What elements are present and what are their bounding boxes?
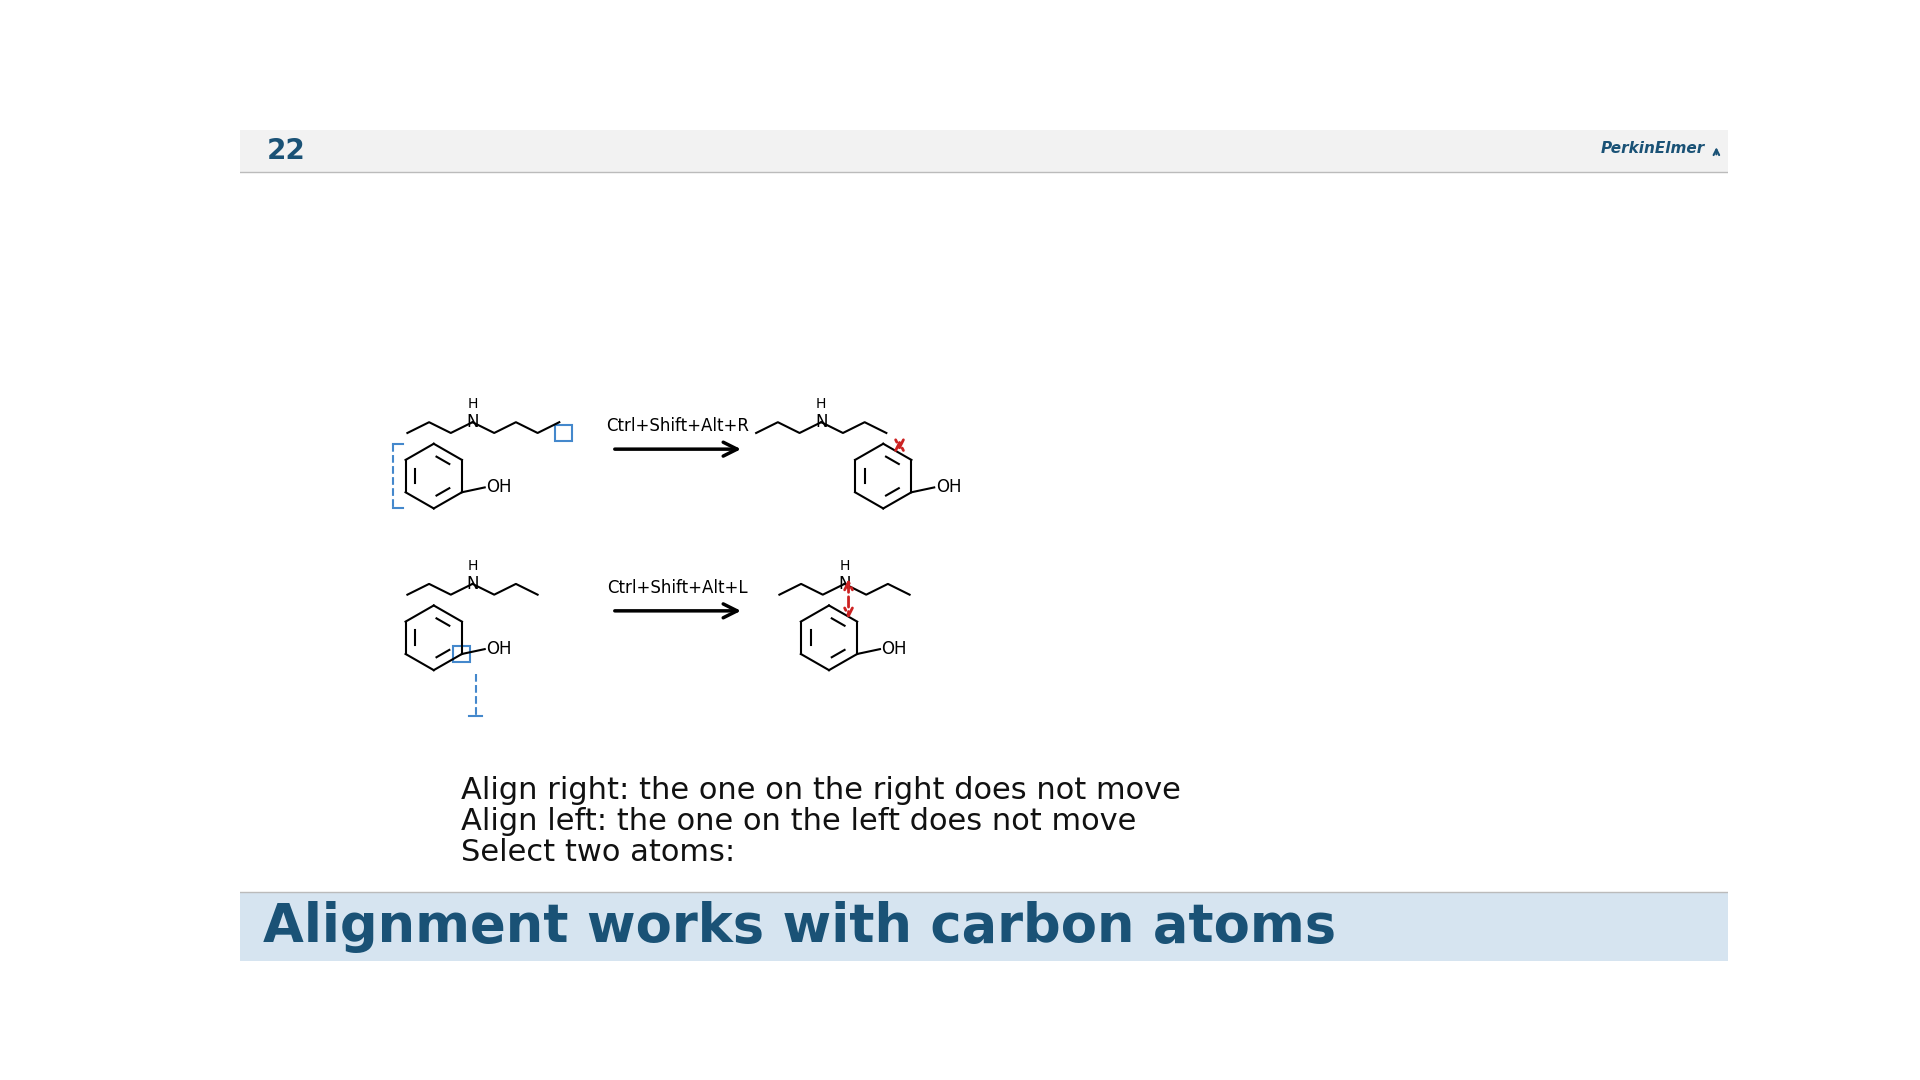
- Text: 22: 22: [267, 137, 305, 165]
- Text: H: H: [467, 559, 478, 573]
- Text: Align left: the one on the left does not move: Align left: the one on the left does not…: [461, 807, 1137, 836]
- Text: N: N: [814, 414, 828, 431]
- Text: OH: OH: [486, 478, 513, 497]
- Text: Ctrl+Shift+Alt+R: Ctrl+Shift+Alt+R: [607, 417, 749, 435]
- Text: H: H: [467, 397, 478, 411]
- Text: Ctrl+Shift+Alt+L: Ctrl+Shift+Alt+L: [607, 579, 749, 597]
- Text: OH: OH: [935, 478, 962, 497]
- Text: Select two atoms:: Select two atoms:: [461, 838, 735, 867]
- Text: OH: OH: [881, 640, 906, 658]
- Bar: [240, 892, 1728, 961]
- Text: H: H: [839, 559, 851, 573]
- Text: Align right: the one on the right does not move: Align right: the one on the right does n…: [461, 777, 1181, 806]
- Text: N: N: [467, 414, 478, 431]
- Text: Alignment works with carbon atoms: Alignment works with carbon atoms: [263, 901, 1336, 953]
- Bar: [240, 130, 1728, 172]
- Bar: [555, 424, 572, 442]
- Text: PerkinElmer: PerkinElmer: [1601, 141, 1705, 157]
- Text: N: N: [839, 575, 851, 593]
- Text: N: N: [467, 575, 478, 593]
- Bar: [453, 646, 470, 662]
- Text: OH: OH: [486, 640, 513, 658]
- Text: H: H: [816, 397, 826, 411]
